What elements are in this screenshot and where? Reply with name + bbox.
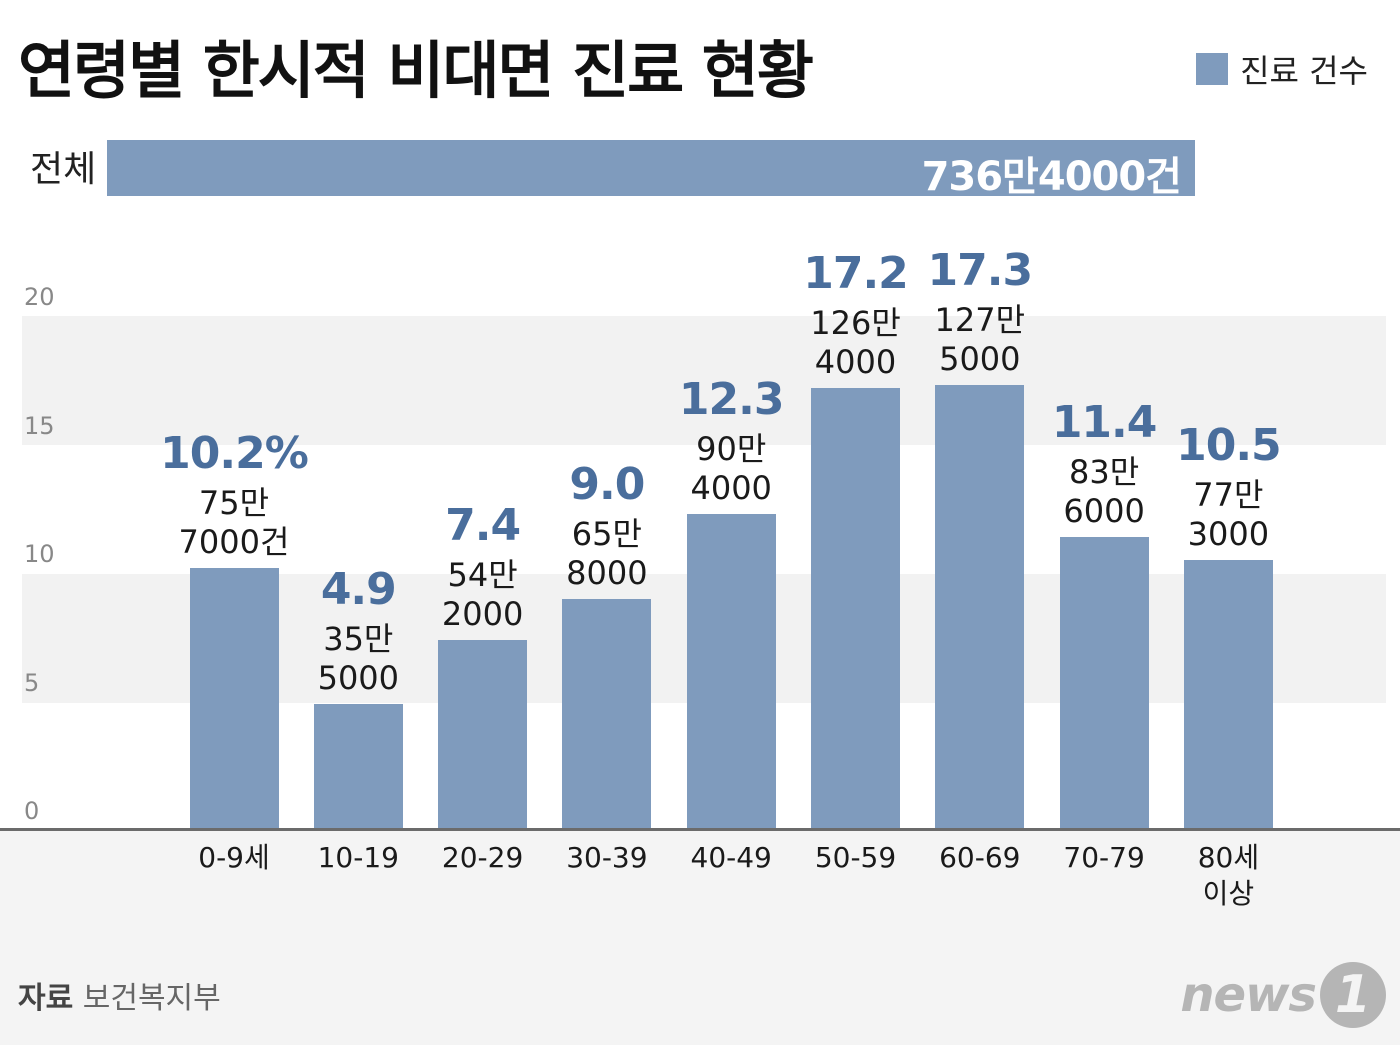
value-label: 17.2 bbox=[803, 247, 909, 299]
news1-logo: news 1 bbox=[1180, 962, 1386, 1028]
value-label: 12.3 bbox=[678, 373, 785, 425]
x-tick-label: 50-59 bbox=[756, 840, 956, 876]
x-tick-label-line: 50-59 bbox=[814, 841, 897, 874]
y-tick-label: 20 bbox=[24, 283, 55, 311]
y-tick-label: 10 bbox=[24, 540, 55, 568]
x-tick-label: 70-79 bbox=[1004, 840, 1204, 876]
count-label-line: 4000 bbox=[814, 342, 897, 381]
count-label-line: 8000 bbox=[566, 553, 648, 592]
count-label: 77만 3000 bbox=[1128, 476, 1328, 554]
count-label-line: 6000 bbox=[1063, 492, 1145, 531]
x-tick-label-line: 20-29 bbox=[441, 841, 524, 874]
x-tick-label-line: 80세 bbox=[1197, 841, 1260, 874]
x-tick-label-line: 10-19 bbox=[317, 841, 399, 874]
count-label-line: 5000 bbox=[939, 340, 1021, 379]
source-name: 보건복지부 bbox=[82, 981, 221, 1016]
bar bbox=[438, 639, 528, 830]
count-label-line: 83만 bbox=[1069, 453, 1140, 492]
count-label: 54만 2000 bbox=[383, 556, 583, 634]
total-label: 전체 bbox=[30, 149, 97, 190]
legend-label: 진료 건수 bbox=[1240, 52, 1368, 90]
count-label: 90만 4000 bbox=[631, 430, 831, 508]
y-tick-label: 0 bbox=[24, 797, 40, 825]
count-label-line: 4000 bbox=[690, 468, 772, 507]
count-label-line: 7000건 bbox=[178, 522, 290, 561]
chart-title: 연령별 한시적 비대면 진료 현황 bbox=[18, 34, 814, 107]
bar bbox=[562, 598, 652, 830]
bar bbox=[313, 704, 403, 830]
x-tick-label: 60-69 bbox=[880, 840, 1080, 876]
x-tick-label-line: 30-39 bbox=[566, 841, 648, 874]
count-label-line: 90만 bbox=[696, 429, 767, 468]
count-label-line: 75만 bbox=[198, 483, 270, 522]
bar bbox=[935, 385, 1025, 830]
count-label-line: 65만 bbox=[571, 514, 642, 553]
count-label: 65만 8000 bbox=[507, 515, 707, 593]
count-label: 127만 5000 bbox=[880, 301, 1080, 379]
value-label: 17.3 bbox=[927, 245, 1034, 297]
bar bbox=[189, 567, 279, 830]
x-tick-label-line: 60-69 bbox=[939, 841, 1021, 874]
value-label: 10.5 bbox=[1176, 420, 1282, 472]
x-tick-label-line: 40-49 bbox=[690, 841, 772, 874]
bar bbox=[1059, 537, 1149, 830]
x-tick-label: 20-29 bbox=[383, 840, 583, 876]
count-label-line: 54만 bbox=[447, 555, 518, 594]
total-bar: 736만4000건 bbox=[107, 140, 1195, 200]
x-tick-label: 40-49 bbox=[631, 840, 831, 876]
source-prefix: 자료 bbox=[18, 981, 74, 1016]
x-tick-label: 0-9세 bbox=[134, 840, 334, 876]
value-label: 10.2% bbox=[160, 427, 309, 479]
y-tick-label: 5 bbox=[24, 668, 40, 697]
count-label: 35만 5000 bbox=[258, 620, 458, 698]
count-label-line: 3000 bbox=[1187, 515, 1270, 554]
count-label: 83만 6000 bbox=[1004, 453, 1204, 531]
count-label-line: 126만 bbox=[810, 303, 901, 342]
count-label-line: 127만 bbox=[934, 301, 1026, 340]
value-label: 9.0 bbox=[569, 458, 645, 510]
source: 자료 보건복지부 bbox=[18, 973, 221, 1017]
total-value: 736만4000건 bbox=[921, 154, 1182, 200]
y-tick-label: 15 bbox=[24, 411, 55, 440]
bar bbox=[1183, 560, 1273, 830]
bottom-background bbox=[0, 830, 1400, 1045]
value-label: 4.9 bbox=[320, 564, 397, 616]
x-tick-label: 80세 이상 bbox=[1128, 840, 1328, 912]
logo-text: news bbox=[1180, 967, 1317, 1023]
x-tick-label: 30-39 bbox=[507, 840, 707, 876]
count-label-line: 77만 bbox=[1193, 476, 1264, 515]
x-tick-label-line: 이상 bbox=[1202, 877, 1255, 910]
bar bbox=[686, 513, 776, 830]
count-label-line: 5000 bbox=[317, 659, 400, 698]
count-label-line: 2000 bbox=[441, 594, 524, 633]
baseline bbox=[0, 828, 1400, 831]
count-label: 75만 7000건 bbox=[134, 484, 334, 562]
value-label: 7.4 bbox=[445, 499, 521, 551]
value-label: 11.4 bbox=[1051, 397, 1158, 449]
x-tick-label-line: 70-79 bbox=[1063, 841, 1145, 874]
bar bbox=[811, 387, 900, 830]
count-label: 126만 4000 bbox=[756, 304, 956, 382]
logo-mark: 1 bbox=[1320, 962, 1386, 1028]
legend: 진료 건수 bbox=[1196, 46, 1368, 92]
legend-swatch bbox=[1196, 53, 1229, 85]
count-label-line: 35만 bbox=[323, 620, 394, 659]
x-tick-label-line: 0-9세 bbox=[198, 841, 270, 874]
grid-band-15-20 bbox=[22, 316, 1386, 445]
x-tick-label: 10-19 bbox=[258, 840, 458, 876]
